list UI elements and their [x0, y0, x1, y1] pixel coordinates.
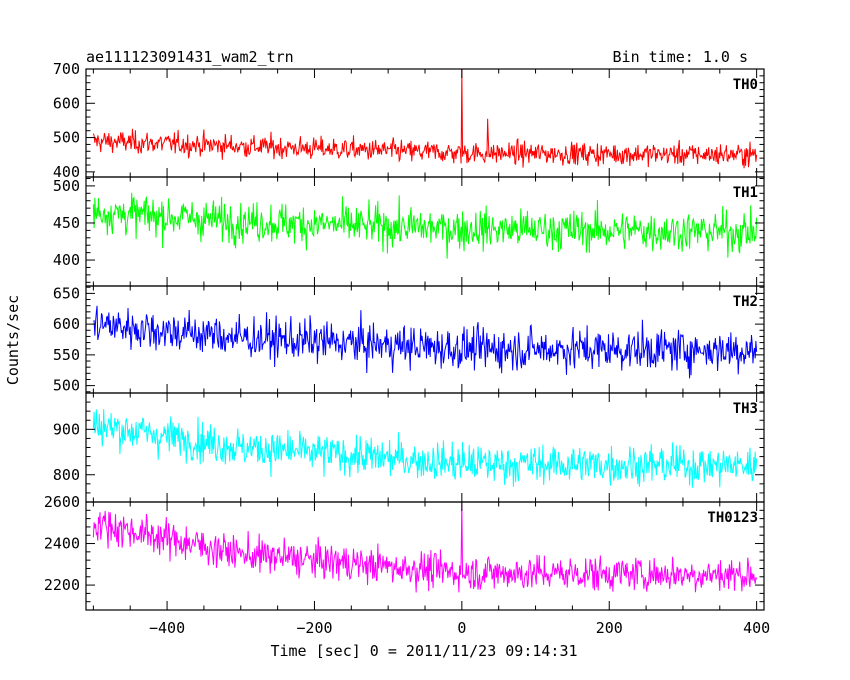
series-line-th0123 [92, 502, 758, 593]
x-tick-label: 400 [743, 619, 770, 637]
panel-frame [85, 68, 765, 178]
y-tick-label: 2400 [44, 535, 80, 553]
y-tick-label: 550 [53, 346, 80, 364]
y-tick-label: 400 [53, 251, 80, 269]
y-tick-label: 500 [53, 377, 80, 395]
y-tick-label: 650 [53, 284, 80, 302]
panel-label-th1: TH1 [733, 185, 758, 201]
y-tick-label: 500 [53, 177, 80, 195]
panel-th3: 800 900 TH3 [53, 392, 765, 503]
x-tick-label: −400 [149, 619, 185, 637]
bin-time-label: Bin time: 1.0 s [613, 48, 748, 66]
y-tick-label: 450 [53, 214, 80, 232]
y-tick-label: 600 [53, 315, 80, 333]
panel-th2: 500 550 600 650 TH2 [53, 284, 765, 395]
chart-title: ae111123091431_wam2_trn [86, 48, 294, 66]
y-tick-label: 800 [53, 466, 80, 484]
series-line-th0 [92, 69, 758, 169]
panel-label-th0123: TH0123 [707, 510, 758, 526]
panel-frame [85, 501, 765, 611]
series-line-th2 [93, 305, 758, 379]
panel-th1: 400 450 500 TH1 [53, 176, 765, 287]
y-tick-label: 500 [53, 129, 80, 147]
panel-label-th0: TH0 [733, 77, 758, 93]
panel-label-th3: TH3 [733, 401, 758, 417]
y-tick-label: 2600 [44, 493, 80, 511]
x-tick-label: −200 [296, 619, 332, 637]
y-tick-label: 2200 [44, 576, 80, 594]
y-axis-label: Counts/sec [4, 295, 22, 385]
series-line-th3 [92, 409, 758, 488]
panel-frame [85, 392, 765, 503]
panel-th0123: 2200 2400 2600 TH0123 [44, 493, 765, 611]
x-tick-label: 200 [596, 619, 623, 637]
panel-th0: 400 500 600 700 TH0 [53, 60, 765, 181]
series-line-th1 [92, 192, 758, 259]
y-tick-label: 900 [53, 420, 80, 438]
panel-label-th2: TH2 [733, 294, 758, 310]
y-tick-label: 400 [53, 163, 80, 181]
x-axis-label: Time [sec] 0 = 2011/11/23 09:14:31 [270, 642, 577, 660]
y-tick-label: 700 [53, 60, 80, 78]
x-tick-label: 0 [457, 619, 466, 637]
y-tick-label: 600 [53, 94, 80, 112]
